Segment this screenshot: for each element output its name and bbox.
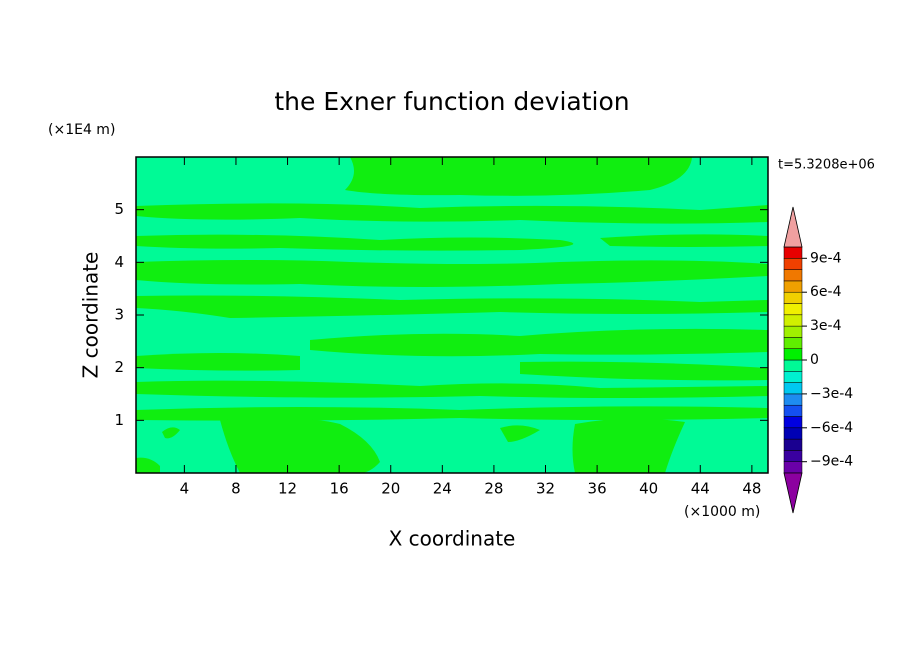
x-tick-label: 12	[278, 480, 297, 498]
colorbar-box	[783, 348, 803, 361]
colorbar-box	[783, 325, 803, 338]
colorbar-tick-label: −3e-4	[810, 386, 853, 402]
colorbar-box	[783, 337, 803, 349]
contour-regions	[136, 157, 768, 473]
x-tick-label: 8	[231, 480, 241, 498]
x-tick-label: 40	[639, 480, 658, 498]
x-tick-label: 20	[381, 480, 400, 498]
colorbar-box	[783, 280, 803, 293]
colorbar-tick-label: −6e-4	[810, 420, 853, 436]
colorbar-under	[783, 472, 803, 514]
colorbar-box	[783, 359, 803, 372]
x-axis-label: X coordinate	[389, 527, 516, 551]
colorbar-tick-label: 3e-4	[810, 318, 842, 334]
colorbar-box	[783, 438, 803, 451]
y-tick-label: 2	[114, 358, 124, 376]
y-unit: (×1E4 m)	[48, 122, 115, 138]
colorbar-box	[783, 269, 803, 282]
colorbar-box	[783, 258, 803, 270]
x-tick-label: 32	[536, 480, 555, 498]
colorbar-tick-label: 6e-4	[810, 284, 842, 300]
contour-field	[136, 157, 768, 473]
y-tick-label: 5	[114, 200, 124, 218]
colorbar-over	[783, 206, 803, 248]
y-tick-label: 1	[114, 411, 124, 429]
y-tick-label: 3	[114, 306, 124, 324]
annotation: t=5.3208e+06	[778, 158, 875, 173]
colorbar-box	[783, 371, 803, 383]
y-tick-label: 4	[114, 253, 124, 271]
colorbar-box	[783, 291, 803, 304]
x-tick-label: 4	[180, 480, 190, 498]
colorbar-tick-label: 0	[810, 352, 819, 368]
colorbar-box	[783, 393, 803, 406]
y-axis-label: Z coordinate	[79, 252, 103, 379]
colorbar-box	[783, 382, 803, 395]
x-tick-label: 36	[588, 480, 607, 498]
colorbar-box	[783, 450, 803, 462]
x-tick-label: 16	[330, 480, 349, 498]
colorbar-box	[783, 303, 803, 316]
x-tick-label: 48	[742, 480, 761, 498]
colorbar-tick-label: −9e-4	[810, 454, 853, 470]
colorbar-box	[783, 427, 803, 440]
x-tick-label: 44	[691, 480, 710, 498]
colorbar-box	[783, 461, 803, 474]
colorbar-box	[783, 416, 803, 429]
colorbar-box	[783, 246, 803, 259]
x-tick-label: 24	[433, 480, 452, 498]
x-unit: (×1000 m)	[684, 504, 760, 520]
colorbar-box	[783, 404, 803, 417]
colorbar-tick-label: 9e-4	[810, 250, 842, 266]
colorbar-box	[783, 314, 803, 327]
x-tick-label: 28	[484, 480, 503, 498]
chart-title: the Exner function deviation	[274, 87, 629, 116]
